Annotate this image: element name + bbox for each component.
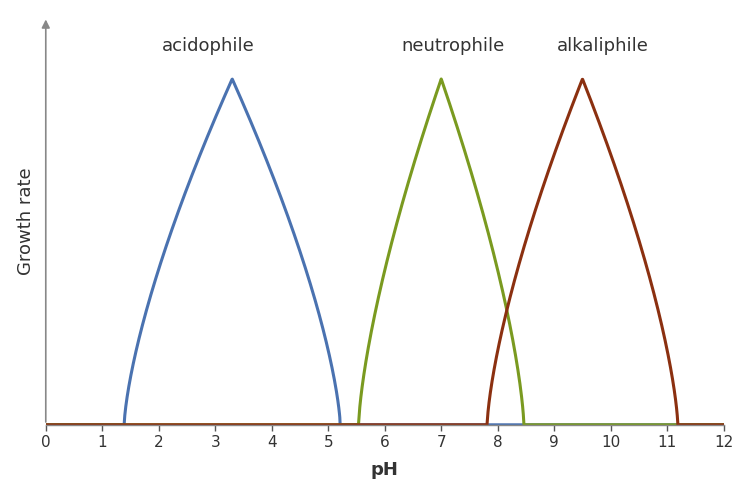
X-axis label: pH: pH: [370, 461, 399, 479]
Text: alkaliphile: alkaliphile: [557, 37, 649, 55]
Text: neutrophile: neutrophile: [402, 37, 505, 55]
Text: acidophile: acidophile: [161, 37, 254, 55]
Y-axis label: Growth rate: Growth rate: [16, 167, 34, 275]
